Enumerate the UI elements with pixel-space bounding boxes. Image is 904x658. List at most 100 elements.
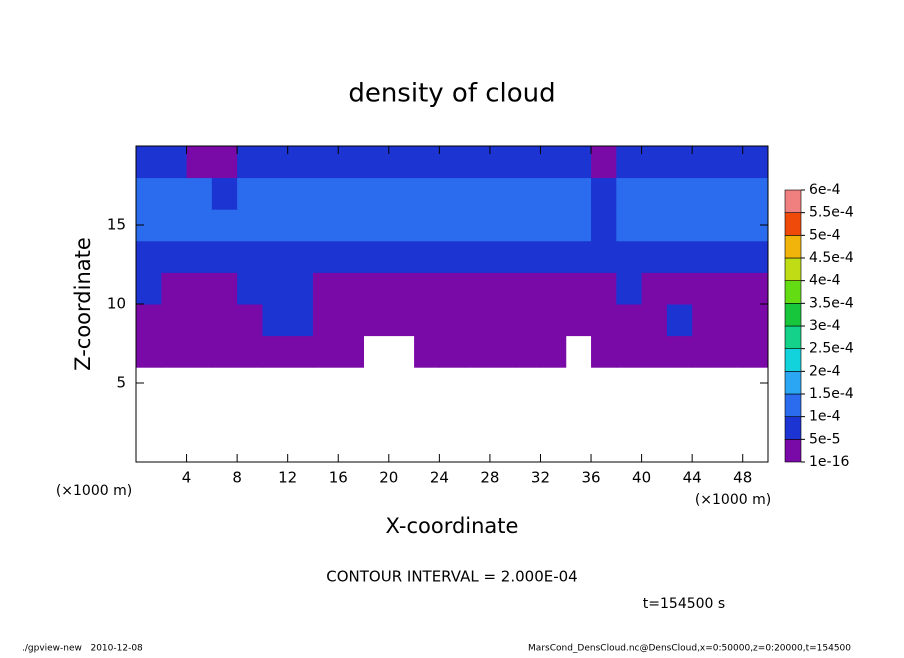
cell <box>161 335 188 368</box>
x-tick-label: 20 <box>379 469 398 487</box>
x-tick-label: 12 <box>278 469 297 487</box>
cell <box>338 304 365 337</box>
cell <box>616 240 643 273</box>
cell <box>464 304 491 337</box>
cell <box>489 209 516 242</box>
colorbar-band <box>784 257 802 281</box>
cell <box>742 335 769 368</box>
cell <box>186 177 213 210</box>
colorbar-label: 5e-4 <box>809 227 841 243</box>
cell <box>717 304 744 337</box>
colorbar-label: 4.5e-4 <box>809 250 854 266</box>
colorbar-band <box>784 439 802 463</box>
cell <box>666 335 693 368</box>
cell <box>338 209 365 242</box>
cell <box>489 335 516 368</box>
cell <box>616 177 643 210</box>
cell <box>414 272 440 305</box>
cell <box>692 272 718 305</box>
cell <box>262 177 289 210</box>
x-tick-label: 4 <box>182 469 192 487</box>
cell <box>515 335 541 368</box>
cell <box>515 304 541 337</box>
x-tick-label: 40 <box>632 469 651 487</box>
cell <box>692 304 718 337</box>
cell <box>211 304 238 337</box>
cell <box>439 272 466 305</box>
cell <box>515 209 541 242</box>
colorbar-band <box>784 280 802 304</box>
cell <box>439 209 466 242</box>
cell <box>312 272 339 305</box>
cell <box>489 177 516 210</box>
cell <box>312 335 339 368</box>
cell <box>338 146 365 179</box>
colorbar-label: 2e-4 <box>809 363 841 379</box>
cell <box>717 146 744 179</box>
cell <box>717 240 744 273</box>
cell <box>591 335 617 368</box>
colorbar-label: 2.5e-4 <box>809 341 854 357</box>
cell <box>464 335 491 368</box>
cell <box>666 272 693 305</box>
x-tick-label: 8 <box>232 469 242 487</box>
x-tick-label: 28 <box>480 469 499 487</box>
cell <box>186 335 213 368</box>
cell <box>616 335 643 368</box>
cell <box>515 146 541 179</box>
cell <box>439 335 466 368</box>
colorbar-label: 1e-4 <box>809 409 841 425</box>
cell <box>237 240 263 273</box>
cell <box>237 146 263 179</box>
cell <box>515 272 541 305</box>
cell <box>388 304 415 337</box>
cell <box>641 272 668 305</box>
cell <box>287 240 314 273</box>
cell <box>211 177 238 210</box>
cell <box>616 272 643 305</box>
cell <box>388 209 415 242</box>
cell <box>692 240 718 273</box>
cell <box>717 177 744 210</box>
colorbar-band <box>784 189 802 213</box>
x-tick-label: 44 <box>683 469 702 487</box>
cell <box>237 335 263 368</box>
x-unit: (×1000 m) <box>695 492 771 508</box>
cell <box>211 146 238 179</box>
colorbar-label: 4e-4 <box>809 273 841 289</box>
cell <box>262 335 289 368</box>
cell <box>338 335 365 368</box>
colorbar-band <box>784 371 802 395</box>
cell <box>439 146 466 179</box>
cell <box>312 146 339 179</box>
cell <box>540 272 567 305</box>
cell <box>489 272 516 305</box>
cell <box>540 335 567 368</box>
footer-right: MarsCond_DensCloud.nc@DensCloud,x=0:5000… <box>528 644 851 654</box>
cell <box>717 335 744 368</box>
cell <box>262 209 289 242</box>
time-label: t=154500 s <box>643 596 725 612</box>
cell <box>692 335 718 368</box>
cell <box>287 177 314 210</box>
cell <box>515 177 541 210</box>
cell <box>742 177 769 210</box>
cell <box>641 146 668 179</box>
colorbar-band <box>784 235 802 259</box>
cell <box>540 209 567 242</box>
colorbar-label: 1e-16 <box>809 454 849 470</box>
colorbar-label: 1.5e-4 <box>809 386 854 402</box>
cell <box>363 304 390 337</box>
x-tick-label: 16 <box>329 469 348 487</box>
cell <box>666 304 693 337</box>
x-tick-label: 48 <box>733 469 752 487</box>
cell <box>161 146 188 179</box>
cell <box>237 209 263 242</box>
cell <box>338 240 365 273</box>
cell <box>211 272 238 305</box>
cell <box>464 209 491 242</box>
colorbar-band <box>784 303 802 327</box>
cell <box>742 146 769 179</box>
cell <box>186 146 213 179</box>
colorbar-band <box>784 325 802 349</box>
